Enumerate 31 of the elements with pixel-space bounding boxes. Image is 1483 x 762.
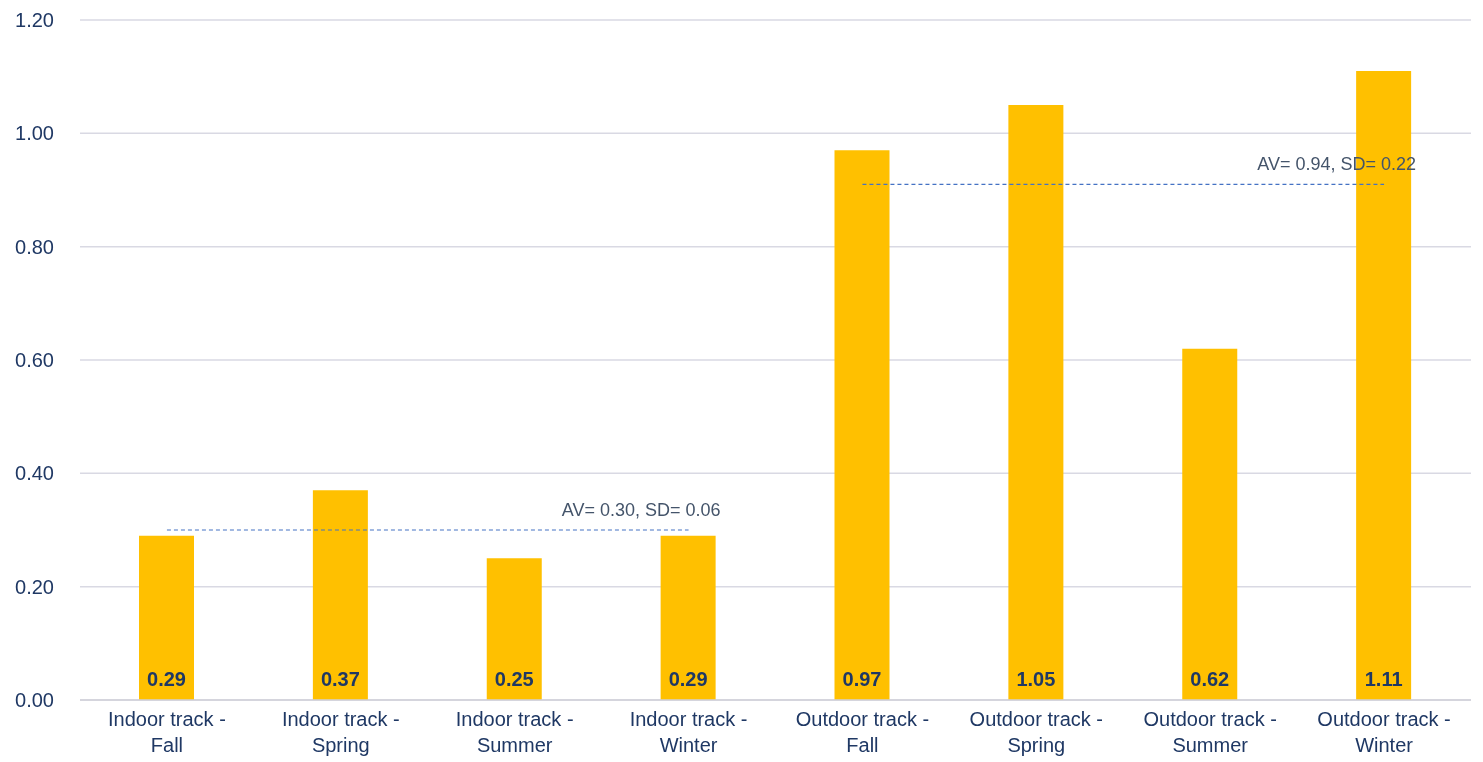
x-tick-label: Outdoor track - Winter	[1317, 708, 1451, 756]
data-label: 0.29	[147, 668, 186, 690]
y-tick-label: 0.40	[15, 462, 54, 485]
bar	[486, 558, 542, 700]
bar	[834, 150, 890, 700]
y-tick-label: 0.00	[15, 689, 54, 712]
x-tick-label: Indoor track - Spring	[281, 708, 400, 756]
x-tick-label: Outdoor track - Spring	[969, 708, 1104, 756]
x-tick-label: Indoor track - Fall	[108, 708, 226, 756]
x-tick-label: Indoor track - Summer	[455, 708, 574, 756]
bar	[1008, 105, 1064, 700]
data-label: 0.97	[842, 668, 882, 690]
bar	[1182, 348, 1238, 700]
bar	[312, 490, 368, 700]
y-tick-label: 0.80	[15, 235, 54, 258]
x-tick-label: Outdoor track - Fall	[795, 708, 930, 756]
data-label: 0.62	[1190, 668, 1230, 690]
x-tick-label: Outdoor track - Summer	[1143, 708, 1277, 756]
bar	[660, 535, 716, 700]
y-tick-label: 1.00	[15, 122, 54, 145]
data-label: 0.29	[668, 668, 708, 690]
annotation: AV= 0.30, SD= 0.06	[561, 500, 721, 520]
data-label: 0.25	[494, 668, 534, 690]
y-tick-label: 0.20	[15, 575, 54, 598]
y-tick-label: 1.20	[15, 9, 54, 32]
y-tick-label: 0.60	[15, 349, 54, 372]
data-label: 1.11	[1364, 668, 1403, 690]
x-tick-label: Indoor track - Winter	[629, 708, 748, 756]
bar	[139, 535, 194, 700]
data-label: 1.05	[1016, 668, 1056, 690]
data-label: 0.37	[320, 668, 360, 690]
